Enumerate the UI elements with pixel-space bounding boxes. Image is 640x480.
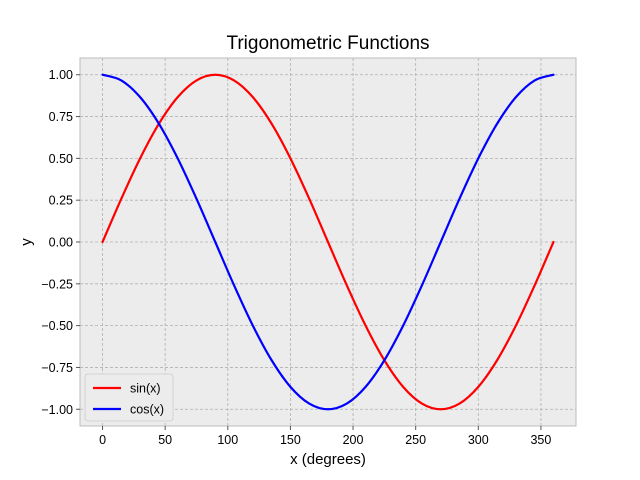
x-tick-label: 250 — [405, 433, 426, 447]
y-tick-label: −0.25 — [41, 277, 73, 291]
x-tick-label: 100 — [217, 433, 238, 447]
series-lines — [101, 73, 555, 411]
y-axis: −1.00 −0.75 −0.50 −0.25 0.00 0.25 0.50 0.75 1.00 — [41, 68, 80, 417]
y-tick-label: 0.75 — [49, 110, 73, 124]
series-line-sin — [101, 73, 555, 411]
y-tick-label: −0.50 — [41, 319, 73, 333]
x-tick-label: 50 — [158, 433, 172, 447]
x-tick-label: 150 — [280, 433, 301, 447]
x-tick-label: 200 — [343, 433, 364, 447]
x-tick-label: 350 — [530, 433, 551, 447]
y-tick-label: 0.25 — [49, 194, 73, 208]
y-tick-label: −0.75 — [41, 361, 73, 375]
y-tick-label: 1.00 — [49, 68, 73, 82]
y-axis-label: y — [18, 238, 35, 246]
legend-label: sin(x) — [130, 382, 161, 396]
legend-label: cos(x) — [130, 403, 164, 417]
x-tick-label: 0 — [99, 433, 106, 447]
chart-title: Trigonometric Functions — [226, 33, 429, 54]
x-axis: 0 50 100 150 200 250 300 350 — [99, 426, 551, 447]
legend: sin(x) cos(x) — [84, 373, 174, 422]
x-tick-label: 300 — [468, 433, 489, 447]
grid — [80, 58, 576, 426]
y-tick-label: 0.50 — [49, 152, 73, 166]
series-line-cos — [101, 73, 555, 411]
y-tick-label: −1.00 — [41, 403, 73, 417]
x-axis-label: x (degrees) — [290, 451, 366, 468]
y-tick-label: 0.00 — [49, 236, 73, 250]
